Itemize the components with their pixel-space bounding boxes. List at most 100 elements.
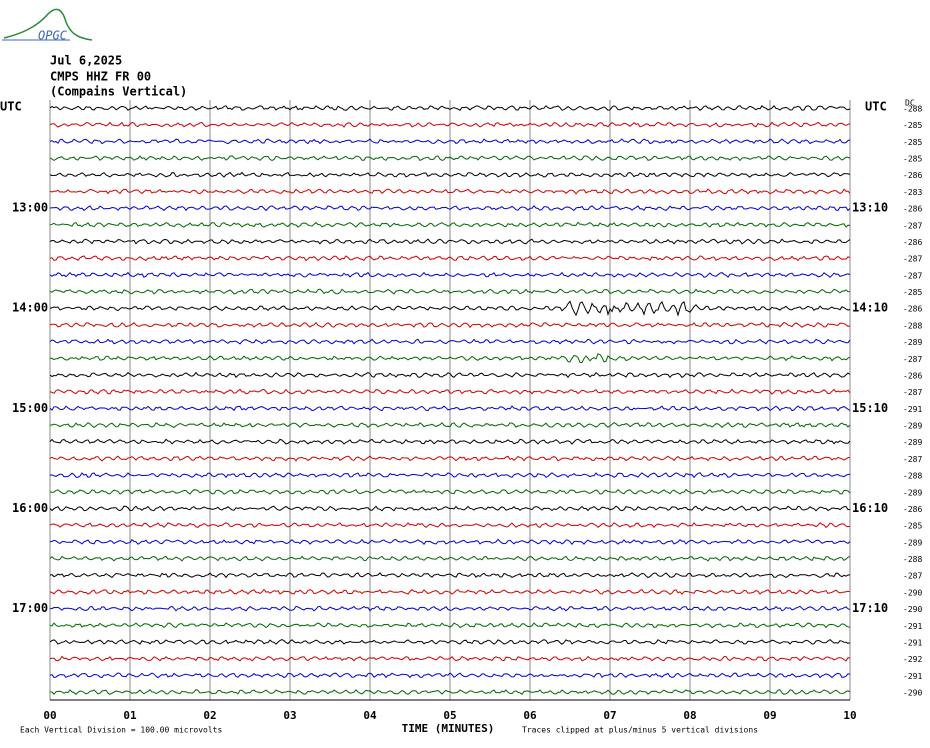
trace xyxy=(49,138,851,145)
right-hour: 16:10 xyxy=(852,501,888,515)
dc-offset: -287 xyxy=(903,271,922,280)
trace xyxy=(49,538,851,545)
trace xyxy=(49,221,851,228)
trace xyxy=(49,188,851,195)
trace xyxy=(49,171,851,178)
dc-offset: -288 xyxy=(903,321,922,330)
trace xyxy=(49,488,851,495)
trace xyxy=(49,121,851,128)
dc-offset: -287 xyxy=(903,388,922,397)
dc-offset: -291 xyxy=(903,405,922,414)
dc-offset: -290 xyxy=(903,588,922,597)
trace xyxy=(49,255,851,262)
right-hour: 14:10 xyxy=(852,301,888,315)
x-tick-label: 09 xyxy=(763,709,776,722)
dc-offset: -291 xyxy=(903,638,922,647)
trace xyxy=(49,271,851,278)
dc-offset: -291 xyxy=(903,672,922,681)
right-hour: 15:10 xyxy=(852,401,888,415)
trace xyxy=(49,321,851,329)
x-tick-label: 06 xyxy=(523,709,537,722)
trace xyxy=(49,522,851,529)
trace xyxy=(49,205,851,212)
trace xyxy=(49,338,851,345)
dc-offset: -287 xyxy=(903,221,922,230)
x-tick-label: 04 xyxy=(363,709,377,722)
dc-offset: -287 xyxy=(903,355,922,364)
dc-offset: -286 xyxy=(903,171,922,180)
x-tick-label: 03 xyxy=(283,709,296,722)
x-tick-label: 05 xyxy=(443,709,456,722)
dc-offset: -286 xyxy=(903,371,922,380)
scale-note: Each Vertical Division = 100.00 microvol… xyxy=(20,726,222,735)
trace xyxy=(49,655,851,662)
x-axis-title: TIME (MINUTES) xyxy=(402,722,495,735)
trace xyxy=(50,353,851,364)
left-hour: 15:00 xyxy=(12,401,48,415)
trace xyxy=(49,672,851,679)
dc-offset: -289 xyxy=(903,438,922,447)
trace xyxy=(49,505,851,512)
x-tick-label: 00 xyxy=(43,709,56,722)
dc-offset: -286 xyxy=(903,505,922,514)
dc-offset: -289 xyxy=(903,338,922,347)
site: (Compains Vertical) xyxy=(50,85,187,99)
trace xyxy=(49,455,851,462)
trace xyxy=(49,155,851,162)
trace xyxy=(49,288,851,295)
x-tick-label: 07 xyxy=(603,709,616,722)
dc-offset: -285 xyxy=(903,138,922,147)
trace xyxy=(49,300,851,317)
trace xyxy=(49,105,851,111)
dc-offset: -287 xyxy=(903,572,922,581)
dc-offset: -290 xyxy=(903,689,922,698)
x-tick-label: 10 xyxy=(843,709,856,722)
station: CMPS HHZ FR 00 xyxy=(50,70,151,84)
dc-offset: -286 xyxy=(903,238,922,247)
dc-offset: -292 xyxy=(903,655,922,664)
trace xyxy=(49,371,851,379)
trace xyxy=(49,388,851,395)
trace xyxy=(50,605,851,612)
dc-offset: -288 xyxy=(903,105,922,114)
date: Jul 6,2025 xyxy=(50,54,122,68)
trace xyxy=(49,555,851,562)
dc-offset: -287 xyxy=(903,455,922,464)
dc-offset: -285 xyxy=(903,121,922,130)
dc-heading: DC xyxy=(905,99,915,108)
dc-offset: -288 xyxy=(903,555,922,564)
left-zone: UTC xyxy=(0,100,22,114)
right-zone: UTC xyxy=(865,100,887,114)
trace xyxy=(50,421,851,429)
trace xyxy=(49,238,851,245)
left-hour: 16:00 xyxy=(12,501,48,515)
dc-offset: -289 xyxy=(903,488,922,497)
x-tick-label: 01 xyxy=(123,709,137,722)
trace xyxy=(49,638,851,645)
trace xyxy=(49,438,851,445)
trace xyxy=(49,405,851,412)
dc-offset: -283 xyxy=(903,188,922,197)
right-hour: 17:10 xyxy=(852,601,888,615)
dc-offset: -287 xyxy=(903,255,922,264)
x-tick-label: 02 xyxy=(203,709,216,722)
dc-offset: -290 xyxy=(903,605,922,614)
dc-offset: -289 xyxy=(903,538,922,547)
clip-note: Traces clipped at plus/minus 5 vertical … xyxy=(522,726,758,735)
dc-offset: -286 xyxy=(903,205,922,214)
trace xyxy=(49,472,851,479)
dc-offset: -285 xyxy=(903,155,922,164)
dc-offset: -291 xyxy=(903,622,922,631)
left-hour: 13:00 xyxy=(12,201,48,215)
left-hour: 14:00 xyxy=(12,301,48,315)
trace xyxy=(50,689,851,696)
left-hour: 17:00 xyxy=(12,601,48,615)
trace xyxy=(49,588,851,595)
dc-offset: -285 xyxy=(903,522,922,531)
x-tick-label: 08 xyxy=(683,709,696,722)
logo-text: OPGC xyxy=(38,29,68,43)
trace xyxy=(49,622,851,629)
dc-offset: -285 xyxy=(903,288,922,297)
trace xyxy=(49,572,851,579)
